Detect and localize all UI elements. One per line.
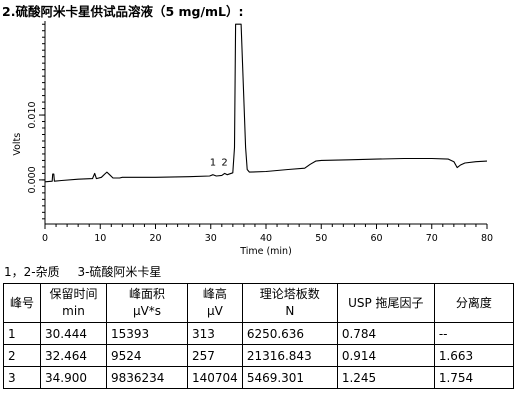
legend-impurities: 1，2-杂质: [4, 265, 60, 279]
cell-peak-height: 257: [187, 344, 243, 367]
legend-main-peak: 3-硫酸阿米卡星: [77, 265, 162, 279]
col-header: USP 拖尾因子: [336, 283, 435, 323]
cell-tailing: 0.914: [336, 344, 435, 367]
chromatogram-trace: [44, 23, 488, 183]
y-tick-label: 0.000: [27, 166, 38, 193]
table-row: 1 30.444 15393 313 6250.636 0.784 --: [3, 322, 515, 345]
cell-tailing: 0.784: [336, 322, 435, 345]
chromatogram-chart: 0 10 20 30 40 50 60 70 80 0.000 0.010 Time (min) Vol…: [12, 21, 493, 257]
cell-peak-no: 2: [3, 344, 41, 367]
cell-peak-no: 3: [3, 366, 41, 389]
y-axis-title: Volts: [12, 133, 23, 156]
cell-retention-time: 30.444: [40, 322, 107, 345]
x-tick-label: 50: [315, 233, 327, 244]
peak-legend: 1，2-杂质 3-硫酸阿米卡星: [4, 263, 161, 280]
x-tick-label: 40: [260, 233, 272, 244]
cell-retention-time: 32.464: [40, 344, 107, 367]
col-header: 分离度: [433, 283, 515, 323]
table-header-row: 峰号 保留时间 min 峰面积 μV*s 峰高 μV 理论塔板数 N USP 拖尾因子 …: [3, 283, 515, 323]
page-title: 2.硫酸阿米卡星供试品溶液（5 mg/mL）:: [2, 4, 244, 19]
table-row: 3 34.900 9836234 140704 5469.301 1.245 1…: [3, 366, 515, 389]
cell-resolution: --: [433, 322, 515, 345]
col-header: 理论塔板数 N: [241, 283, 338, 323]
x-tick-label: 30: [205, 233, 217, 244]
chart-axes: 0 10 20 30 40 50 60 70 80 0.000 0.010 Time (min) Vol…: [12, 21, 493, 257]
cell-resolution: 1.754: [433, 366, 515, 389]
table-row: 2 32.464 9524 257 21316.843 0.914 1.663: [3, 344, 515, 367]
col-header: 峰高 μV: [187, 283, 243, 323]
x-tick-label: 70: [426, 233, 438, 244]
cell-resolution: 1.663: [433, 344, 515, 367]
cell-tailing: 1.245: [336, 366, 435, 389]
x-axis-title: Time (min): [239, 246, 292, 257]
y-tick-label: 0.010: [27, 101, 38, 128]
x-tick-label: 0: [42, 233, 48, 244]
peak-results-table: 峰号 保留时间 min 峰面积 μV*s 峰高 μV 理论塔板数 N USP 拖尾因子 …: [3, 283, 515, 389]
col-header: 保留时间 min: [40, 283, 107, 323]
x-tick-label: 60: [370, 233, 382, 244]
x-tick-label: 10: [94, 233, 106, 244]
cell-peak-area: 9524: [106, 344, 188, 367]
col-header: 峰面积 μV*s: [106, 283, 188, 323]
x-tick-label: 20: [149, 233, 161, 244]
cell-peak-area: 9836234: [106, 366, 188, 389]
cell-retention-time: 34.900: [40, 366, 107, 389]
peak-label: 1: [210, 158, 216, 169]
cell-plates: 6250.636: [241, 322, 338, 345]
col-header: 峰号: [3, 283, 41, 323]
cell-peak-no: 1: [3, 322, 41, 345]
x-tick-label: 80: [481, 233, 493, 244]
cell-peak-height: 313: [187, 322, 243, 345]
cell-plates: 21316.843: [241, 344, 338, 367]
cell-peak-area: 15393: [106, 322, 188, 345]
cell-plates: 5469.301: [241, 366, 338, 389]
peak-label: 2: [221, 158, 227, 169]
cell-peak-height: 140704: [187, 366, 243, 389]
